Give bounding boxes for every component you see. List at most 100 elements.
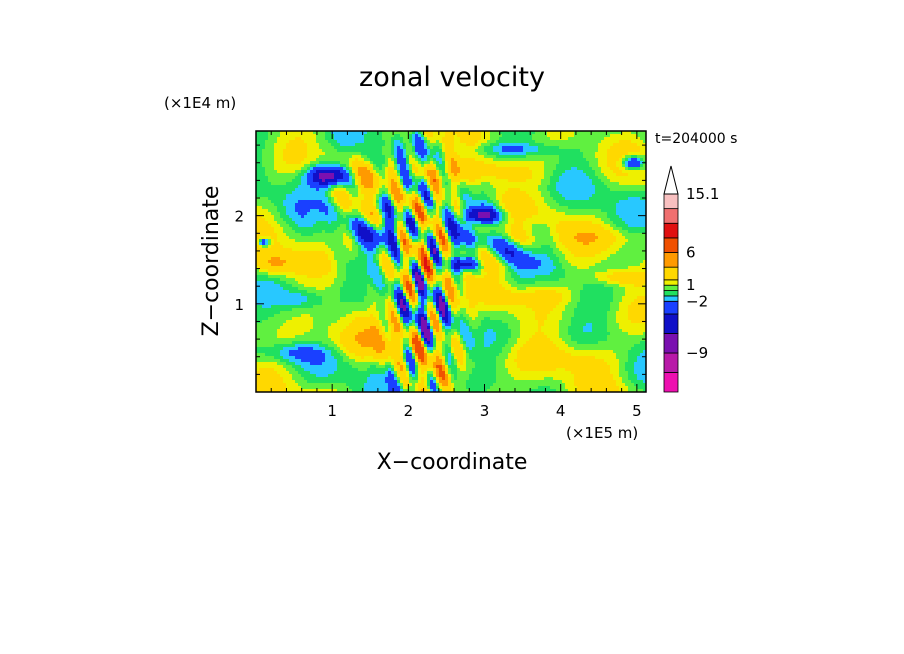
contour-cell	[262, 194, 266, 198]
contour-cell	[271, 227, 275, 231]
contour-cell	[292, 215, 296, 219]
contour-cell	[571, 185, 575, 189]
contour-cell	[352, 146, 356, 150]
contour-cell	[538, 230, 542, 234]
contour-cell	[412, 224, 416, 228]
contour-cell	[553, 242, 557, 246]
contour-cell	[577, 161, 581, 165]
contour-cell	[334, 164, 338, 168]
contour-cell	[382, 176, 386, 180]
contour-cell	[517, 203, 521, 207]
contour-cell	[343, 137, 347, 141]
contour-cell	[259, 221, 263, 225]
contour-cell	[436, 191, 440, 195]
contour-cell	[415, 170, 419, 174]
contour-cell	[502, 179, 506, 183]
contour-cell	[412, 176, 416, 180]
contour-cell	[328, 161, 332, 165]
contour-cell	[328, 179, 332, 183]
contour-cell	[370, 173, 374, 177]
contour-cell	[481, 149, 485, 153]
contour-cell	[277, 131, 281, 135]
contour-cell	[538, 167, 542, 171]
contour-cell	[490, 230, 494, 234]
contour-cell	[553, 215, 557, 219]
contour-cell	[631, 176, 635, 180]
contour-cell	[490, 143, 494, 147]
contour-cell	[421, 230, 425, 234]
contour-cell	[484, 212, 488, 216]
contour-cell	[337, 131, 341, 135]
contour-cell	[496, 134, 500, 138]
contour-cell	[325, 155, 329, 159]
contour-cell	[343, 155, 347, 159]
contour-cell	[562, 137, 566, 141]
contour-cell	[577, 218, 581, 222]
contour-cell	[388, 203, 392, 207]
contour-cell	[259, 152, 263, 156]
contour-cell	[307, 224, 311, 228]
contour-cell	[268, 158, 272, 162]
contour-cell	[580, 194, 584, 198]
contour-cell	[454, 197, 458, 201]
contour-cell	[427, 188, 431, 192]
contour-cell	[619, 173, 623, 177]
contour-cell	[334, 212, 338, 216]
contour-cell	[346, 194, 350, 198]
contour-cell	[403, 233, 407, 237]
contour-cell	[361, 152, 365, 156]
contour-cell	[604, 233, 608, 237]
contour-cell	[364, 164, 368, 168]
contour-cell	[472, 155, 476, 159]
contour-cell	[535, 191, 539, 195]
contour-cell	[589, 197, 593, 201]
contour-cell	[376, 185, 380, 189]
contour-cell	[286, 137, 290, 141]
contour-cell	[484, 239, 488, 243]
contour-cell	[574, 143, 578, 147]
contour-cell	[409, 176, 413, 180]
contour-cell	[259, 212, 263, 216]
contour-cell	[382, 194, 386, 198]
contour-cell	[532, 164, 536, 168]
contour-cell	[616, 164, 620, 168]
contour-cell	[466, 185, 470, 189]
contour-cell	[493, 179, 497, 183]
contour-cell	[472, 167, 476, 171]
contour-cell	[532, 191, 536, 195]
contour-cell	[616, 131, 620, 135]
contour-cell	[535, 176, 539, 180]
contour-cell	[334, 233, 338, 237]
contour-cell	[406, 182, 410, 186]
contour-cell	[562, 152, 566, 156]
contour-cell	[505, 212, 509, 216]
contour-cell	[637, 161, 641, 165]
contour-cell	[259, 227, 263, 231]
contour-cell	[277, 140, 281, 144]
contour-cell	[493, 197, 497, 201]
contour-cell	[544, 236, 548, 240]
contour-cell	[478, 200, 482, 204]
contour-cell	[610, 209, 614, 213]
contour-cell	[364, 131, 368, 135]
contour-cell	[391, 203, 395, 207]
contour-cell	[499, 221, 503, 225]
contour-cell	[322, 140, 326, 144]
contour-cell	[538, 215, 542, 219]
contour-cell	[532, 161, 536, 165]
contour-cell	[490, 239, 494, 243]
contour-cell	[388, 224, 392, 228]
contour-cell	[466, 167, 470, 171]
contour-cell	[601, 167, 605, 171]
contour-cell	[625, 131, 629, 135]
contour-cell	[484, 218, 488, 222]
contour-cell	[433, 161, 437, 165]
contour-cell	[604, 176, 608, 180]
contour-cell	[487, 149, 491, 153]
contour-cell	[499, 194, 503, 198]
contour-cell	[526, 146, 530, 150]
contour-cell	[448, 206, 452, 210]
contour-cell	[475, 206, 479, 210]
contour-cell	[556, 209, 560, 213]
contour-cell	[343, 182, 347, 186]
